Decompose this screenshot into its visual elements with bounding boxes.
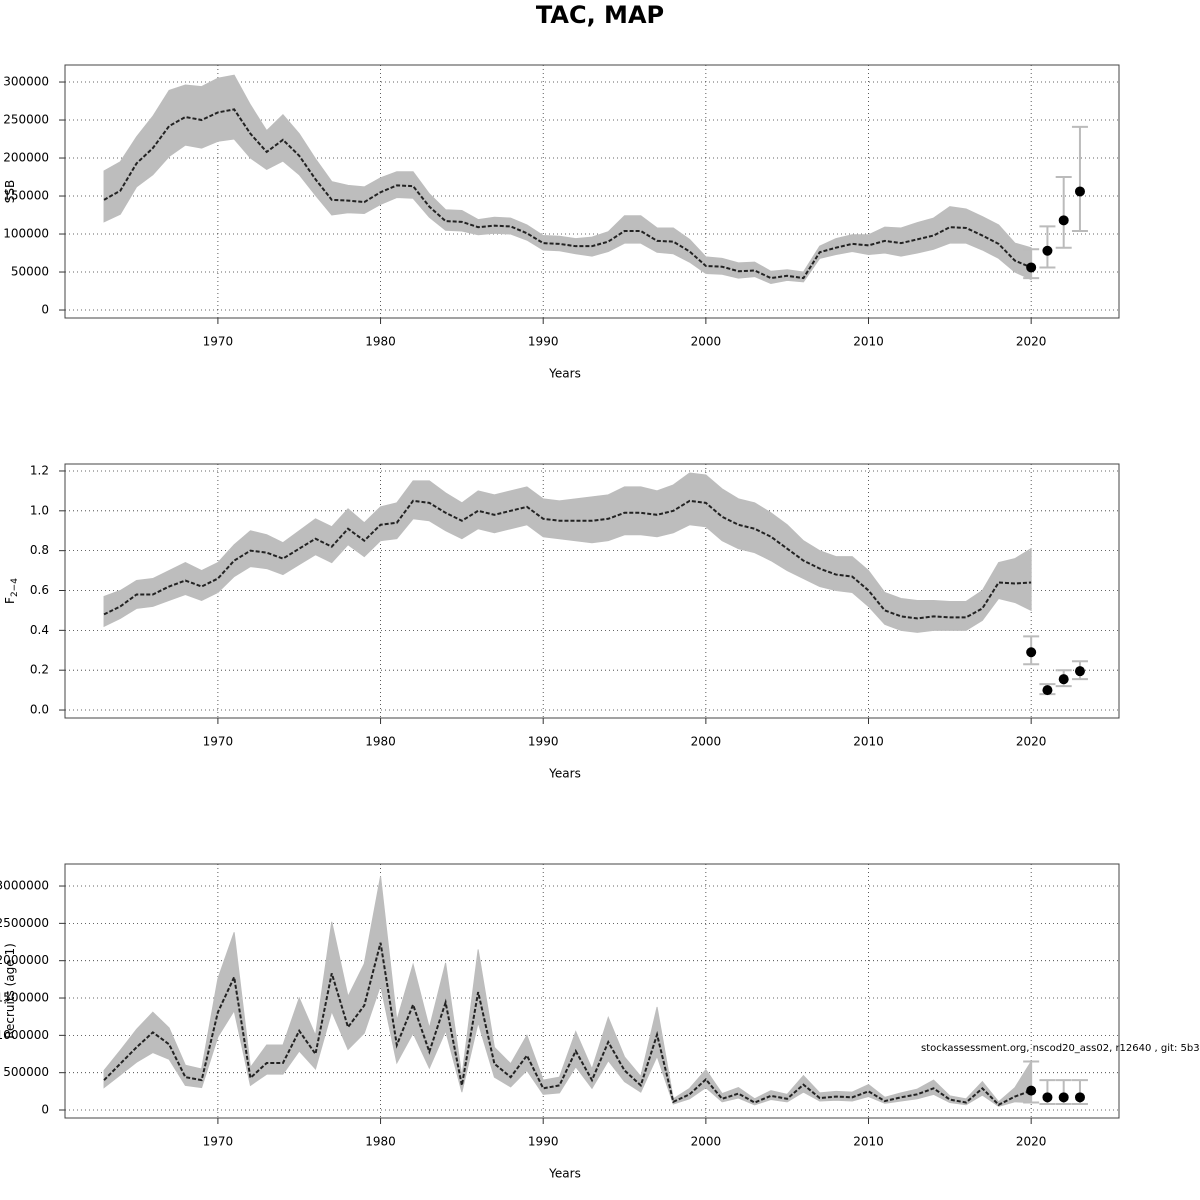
y-axis-label-main: SSB xyxy=(3,180,17,203)
y-axis-label: SSB xyxy=(3,180,17,203)
x-tick-label: 1970 xyxy=(203,1135,234,1149)
x-tick-label: 2020 xyxy=(1016,735,1047,749)
x-tick-label: 2000 xyxy=(691,1135,722,1149)
y-tick-label: 1000000 xyxy=(0,1028,49,1042)
x-axis-label: Years xyxy=(548,767,581,781)
y-axis-label-main: F xyxy=(3,597,17,604)
x-tick-label: 2010 xyxy=(853,1135,884,1149)
y-tick-label: 300000 xyxy=(3,75,49,89)
y-tick-label: 3000000 xyxy=(0,879,49,893)
forecast-point xyxy=(1026,1085,1037,1096)
y-tick-label: 250000 xyxy=(3,113,49,127)
x-tick-label: 1980 xyxy=(365,1135,396,1149)
forecast-point xyxy=(1042,1092,1053,1103)
y-axis-label: Recruits (age 1) xyxy=(3,943,17,1039)
x-tick-label: 1980 xyxy=(365,735,396,749)
y-axis-label-sub: 2−4 xyxy=(10,578,20,597)
x-tick-label: 1990 xyxy=(528,1135,559,1149)
confidence-band xyxy=(103,74,1032,284)
x-tick-label: 1970 xyxy=(203,335,234,349)
y-tick-label: 50000 xyxy=(11,265,49,279)
x-tick-label: 1990 xyxy=(528,735,559,749)
y-tick-label: 0 xyxy=(41,303,49,317)
forecast-point xyxy=(1058,1092,1069,1103)
estimate-line xyxy=(103,942,1032,1107)
y-tick-label: 2000000 xyxy=(0,953,49,967)
y-tick-label: 1500000 xyxy=(0,991,49,1005)
forecast-point xyxy=(1058,215,1069,226)
forecast-point xyxy=(1074,1092,1085,1103)
confidence-band xyxy=(103,472,1032,633)
forecast-point xyxy=(1074,186,1085,197)
x-tick-label: 2020 xyxy=(1016,335,1047,349)
y-tick-label: 1.2 xyxy=(30,463,49,477)
x-axis-label: Years xyxy=(548,367,581,381)
forecast-point xyxy=(1074,666,1085,677)
y-tick-label: 0.4 xyxy=(30,623,49,637)
forecast-point xyxy=(1058,674,1069,685)
x-tick-label: 2020 xyxy=(1016,1135,1047,1149)
y-axis-label-main: Recruits (age 1) xyxy=(3,943,17,1039)
confidence-band xyxy=(103,876,1032,1107)
x-tick-label: 2010 xyxy=(853,335,884,349)
forecast-point xyxy=(1042,245,1053,256)
estimate-line xyxy=(103,108,1032,280)
forecast-point xyxy=(1026,647,1037,658)
footnote: stockassessment.org, nscod20_ass02, r126… xyxy=(921,1043,1200,1054)
forecast-point xyxy=(1042,685,1053,696)
figure-title: TAC, MAP xyxy=(536,1,664,29)
y-tick-label: 200000 xyxy=(3,151,49,165)
estimate-line xyxy=(103,499,1032,620)
y-tick-label: 2500000 xyxy=(0,916,49,930)
x-tick-label: 1970 xyxy=(203,735,234,749)
y-tick-label: 500000 xyxy=(3,1065,49,1079)
x-tick-label: 2000 xyxy=(691,335,722,349)
y-tick-label: 0.6 xyxy=(30,583,49,597)
y-tick-label: 150000 xyxy=(3,189,49,203)
x-tick-label: 1980 xyxy=(365,335,396,349)
plot-frame xyxy=(64,463,1120,719)
y-tick-label: 1.0 xyxy=(30,503,49,517)
x-tick-label: 2010 xyxy=(853,735,884,749)
y-tick-label: 0 xyxy=(41,1103,49,1117)
y-tick-label: 100000 xyxy=(3,227,49,241)
plot-frame xyxy=(64,64,1120,319)
plot-frame xyxy=(64,863,1120,1119)
x-axis-label: Years xyxy=(548,1167,581,1181)
forecast-point xyxy=(1026,262,1037,273)
x-tick-label: 2000 xyxy=(691,735,722,749)
y-tick-label: 0.8 xyxy=(30,543,49,557)
y-tick-label: 0.0 xyxy=(30,703,49,717)
y-tick-label: 0.2 xyxy=(30,663,49,677)
x-tick-label: 1990 xyxy=(528,335,559,349)
y-axis-label: F2−4 xyxy=(3,578,20,604)
